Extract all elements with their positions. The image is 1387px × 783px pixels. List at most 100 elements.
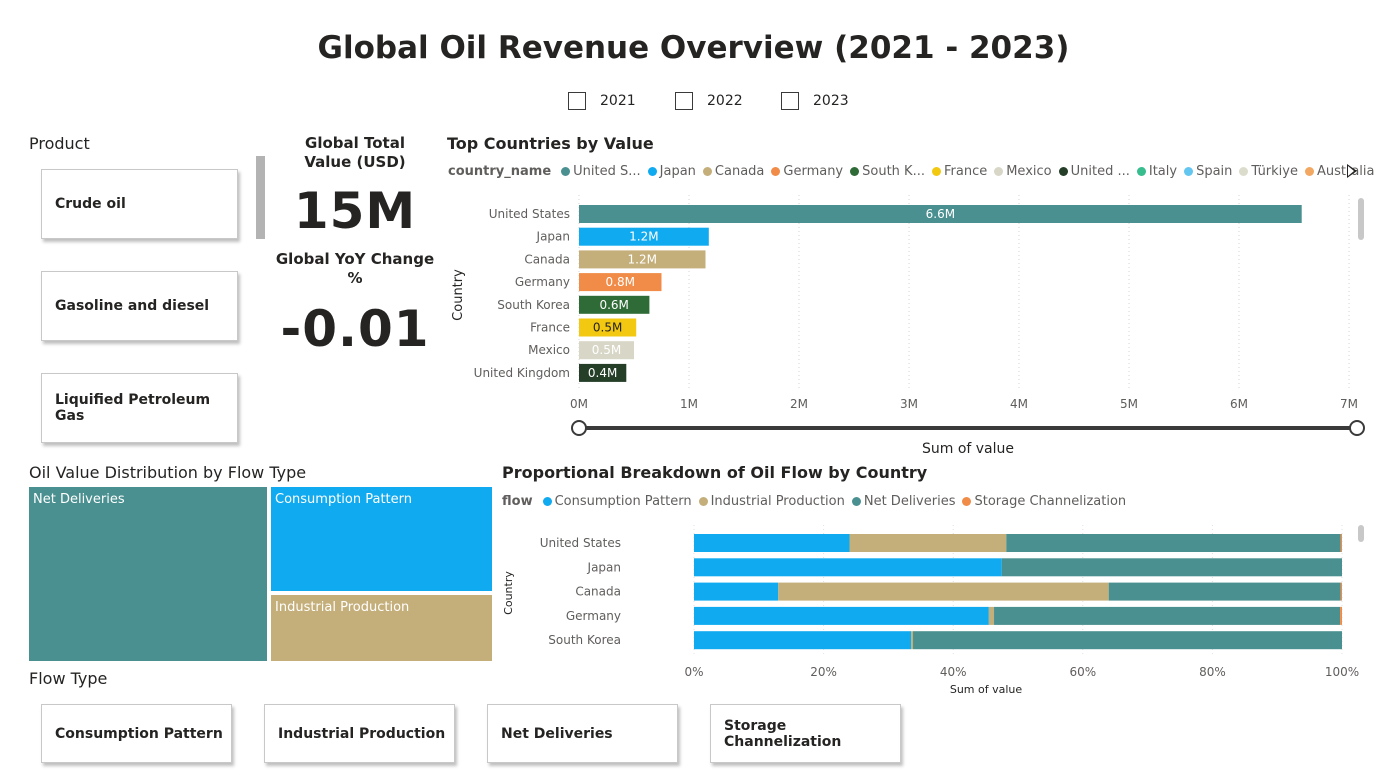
legend-item[interactable]: Spain bbox=[1184, 164, 1232, 179]
legend-item[interactable]: United ... bbox=[1058, 164, 1130, 179]
legend-dot-icon bbox=[1304, 167, 1314, 176]
legend-item[interactable]: France bbox=[931, 164, 987, 179]
checkbox-icon[interactable] bbox=[781, 92, 799, 110]
breakdown-chart: 0% 20% 40% 60% 80% 100% United States Japan Cana… bbox=[502, 525, 1364, 696]
kpi-yoy-label: Global YoY Change % bbox=[275, 250, 435, 287]
legend-dot-icon bbox=[1184, 167, 1194, 176]
treemap-label: Consumption Pattern bbox=[275, 492, 413, 507]
legend-dot-icon bbox=[561, 167, 571, 176]
year-checkbox-2022[interactable]: 2022 bbox=[675, 90, 743, 112]
flow-storage-channelization-button[interactable]: Storage Channelization bbox=[710, 704, 901, 763]
product-gasoline-diesel-button[interactable]: Gasoline and diesel bbox=[41, 271, 238, 341]
bar-segment[interactable] bbox=[1108, 582, 1341, 601]
data-label: 6.6M bbox=[926, 207, 955, 221]
legend-item[interactable]: Italy bbox=[1136, 164, 1177, 179]
year-checkbox-2023[interactable]: 2023 bbox=[781, 90, 849, 112]
bar-segment[interactable] bbox=[1340, 606, 1342, 625]
legend-item[interactable]: South K... bbox=[850, 164, 925, 179]
legend-title: country_name bbox=[448, 164, 552, 179]
x-tick-label: 100% bbox=[1325, 665, 1359, 679]
bar-segment[interactable] bbox=[988, 606, 995, 625]
top-countries-legend: country_name United S... Japan Canada Germa… bbox=[448, 164, 1382, 179]
legend-label: United ... bbox=[1070, 164, 1130, 179]
legend-dot-icon bbox=[962, 497, 972, 506]
zoom-slider-handle-right[interactable] bbox=[1349, 420, 1365, 436]
legend-item[interactable]: Mexico bbox=[994, 164, 1052, 179]
kpi-total-value: 15M bbox=[293, 182, 417, 240]
bar[interactable] bbox=[579, 341, 634, 360]
product-lpg-button[interactable]: Liquified Petroleum Gas bbox=[41, 373, 238, 443]
y-axis-title: Country bbox=[502, 571, 515, 615]
button-label: Liquified Petroleum Gas bbox=[55, 392, 211, 424]
treemap-cell-net-deliveries[interactable]: Net Deliveries bbox=[29, 487, 269, 661]
year-checkbox-2021[interactable]: 2021 bbox=[568, 90, 636, 112]
legend-label: Japan bbox=[659, 164, 696, 179]
y-tick-label: United States bbox=[489, 207, 570, 221]
bar-segment[interactable] bbox=[913, 631, 1342, 650]
treemap-cell-consumption-pattern[interactable]: Consumption Pattern bbox=[271, 487, 492, 593]
legend-label: Spain bbox=[1196, 164, 1233, 179]
bar[interactable] bbox=[579, 205, 1302, 223]
treemap-cell-industrial-production[interactable]: Industrial Production bbox=[271, 595, 492, 661]
bar-segment[interactable] bbox=[694, 582, 779, 601]
bar-segment[interactable] bbox=[694, 631, 912, 650]
legend-label: Industrial Production bbox=[710, 494, 845, 509]
bar-segment[interactable] bbox=[694, 606, 989, 625]
bar-segment[interactable] bbox=[849, 534, 1007, 552]
product-slicer-title: Product bbox=[29, 134, 90, 153]
top-countries-title: Top Countries by Value bbox=[447, 134, 654, 153]
chart-scrollbar[interactable] bbox=[1358, 198, 1364, 240]
bar-segment[interactable] bbox=[694, 558, 1002, 577]
bar-segment[interactable] bbox=[694, 534, 850, 552]
legend-dot-icon bbox=[851, 497, 861, 506]
x-tick-label: 4M bbox=[1010, 397, 1028, 411]
data-label: 1.2M bbox=[629, 230, 658, 244]
chart-scrollbar[interactable] bbox=[1358, 525, 1364, 542]
button-label: Consumption Pattern bbox=[55, 725, 223, 742]
data-label: 0.6M bbox=[599, 298, 628, 312]
bar-segment[interactable] bbox=[1001, 558, 1342, 577]
bar-segment[interactable] bbox=[1340, 582, 1342, 601]
flow-slicer-title: Flow Type bbox=[29, 669, 108, 688]
checkbox-icon[interactable] bbox=[568, 92, 586, 110]
bar[interactable] bbox=[579, 273, 662, 292]
bar[interactable] bbox=[579, 250, 706, 269]
legend-dot-icon bbox=[850, 167, 860, 176]
x-tick-label: 6M bbox=[1230, 397, 1248, 411]
legend-item[interactable]: Consumption Pattern bbox=[542, 494, 692, 509]
bar-segment[interactable] bbox=[1340, 534, 1342, 552]
legend-label: Mexico bbox=[1006, 164, 1052, 179]
bar-segment[interactable] bbox=[1006, 534, 1341, 552]
bar[interactable] bbox=[579, 227, 709, 246]
bar-segment[interactable] bbox=[911, 631, 914, 650]
bar[interactable] bbox=[579, 363, 627, 382]
x-tick-label: 2M bbox=[790, 397, 808, 411]
top-countries-chart: 0M 1M 2M 3M 4M 5M 6M 7M United States 6.6M Japan 1.… bbox=[451, 195, 1365, 457]
zoom-slider-handle-left[interactable] bbox=[571, 420, 587, 436]
checkbox-icon[interactable] bbox=[675, 92, 693, 110]
legend-item[interactable]: Australia bbox=[1304, 164, 1375, 179]
legend-item[interactable]: Canada bbox=[702, 164, 764, 179]
legend-item[interactable]: Japan bbox=[647, 164, 696, 179]
legend-label: Consumption Pattern bbox=[554, 494, 692, 509]
legend-item[interactable]: Storage Channelization bbox=[962, 494, 1126, 509]
bar[interactable] bbox=[579, 318, 637, 337]
product-crude-oil-button[interactable]: Crude oil bbox=[41, 169, 238, 239]
legend-item[interactable]: Industrial Production bbox=[698, 494, 845, 509]
bar-segment[interactable] bbox=[778, 582, 1109, 601]
legend-item[interactable]: Germany bbox=[771, 164, 843, 179]
bar-segment[interactable] bbox=[994, 606, 1341, 625]
legend-item[interactable]: United S... bbox=[561, 164, 641, 179]
flow-consumption-pattern-button[interactable]: Consumption Pattern bbox=[41, 704, 232, 763]
flow-net-deliveries-button[interactable]: Net Deliveries bbox=[487, 704, 678, 763]
flow-industrial-production-button[interactable]: Industrial Production bbox=[264, 704, 455, 763]
y-tick-label: Canada bbox=[575, 585, 621, 599]
legend-dot-icon bbox=[647, 167, 657, 176]
legend-item[interactable]: Türkiye bbox=[1239, 164, 1298, 179]
x-tick-label: 3M bbox=[900, 397, 918, 411]
x-tick-label: 20% bbox=[810, 665, 837, 679]
product-slicer-scrollbar[interactable] bbox=[256, 156, 265, 239]
legend-label: Australia bbox=[1316, 164, 1375, 179]
legend-item[interactable]: Net Deliveries bbox=[851, 494, 955, 509]
bar[interactable] bbox=[579, 295, 650, 314]
